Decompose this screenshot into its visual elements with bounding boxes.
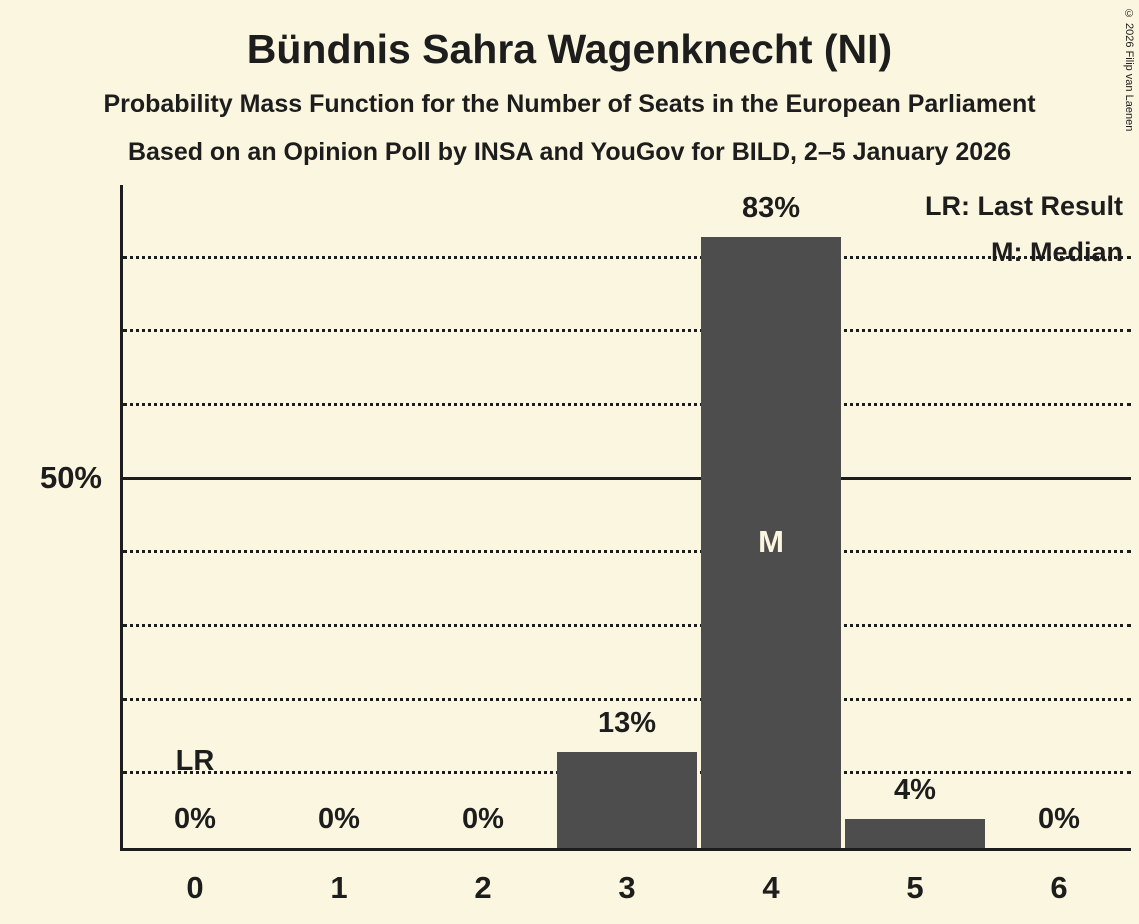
bar-slot-2: 0% 2 xyxy=(411,185,555,905)
bar-value-label-6: 0% xyxy=(1038,803,1080,835)
x-tick-label-4: 4 xyxy=(762,870,780,905)
copyright-notice: © 2026 Filip van Laenen xyxy=(1123,8,1135,132)
chart-source-line: Based on an Opinion Poll by INSA and You… xyxy=(127,138,1012,166)
gridline-dotted-30 xyxy=(123,624,1131,627)
gridline-dotted-20 xyxy=(123,697,1131,701)
gridline-solid-50 xyxy=(123,476,1131,480)
bar-3 xyxy=(557,752,697,848)
legend-median: M: Median xyxy=(991,237,1123,267)
bar-value-label-0: 0% xyxy=(174,803,216,835)
legend-last-result: LR: Last Result xyxy=(924,191,1123,221)
bar-slot-0: 0% LR 0 xyxy=(123,185,267,905)
x-tick-label-6: 6 xyxy=(1050,870,1068,905)
bar-slot-3: 13% 3 xyxy=(555,185,699,905)
bar-value-label-5: 4% xyxy=(894,773,936,806)
gridline-dotted-70 xyxy=(123,329,1131,333)
y-axis-label-50: 50% xyxy=(39,460,102,495)
bar-value-label-1: 0% xyxy=(318,803,360,835)
bar-value-label-2: 0% xyxy=(462,803,504,835)
gridline-dotted-40 xyxy=(123,550,1131,554)
gridline-dotted-80 xyxy=(123,255,1131,259)
bar-value-label-3: 13% xyxy=(597,707,657,740)
last-result-marker: LR xyxy=(175,745,215,777)
bar-slot-4: M 83% 4 xyxy=(699,185,843,905)
bar-slot-1: 0% 1 xyxy=(267,185,411,905)
bar-5 xyxy=(845,818,985,848)
median-marker: M xyxy=(758,524,784,560)
x-tick-label-5: 5 xyxy=(906,870,924,905)
chart-subtitle: Probability Mass Function for the Number… xyxy=(103,90,1036,118)
x-tick-label-1: 1 xyxy=(330,870,348,905)
bar-4: M xyxy=(701,236,841,848)
plot-area: 0% LR 0 0% 1 0% 2 13% 3 M 83% 4 4% 5 0% 6 xyxy=(120,185,1131,905)
gridline-dotted-60 xyxy=(123,403,1131,406)
x-tick-label-0: 0 xyxy=(186,870,204,905)
legend: LR: Last Result M: Median xyxy=(925,183,1123,275)
x-tick-label-2: 2 xyxy=(474,870,492,905)
bar-slot-6: 0% 6 xyxy=(987,185,1131,905)
x-tick-label-3: 3 xyxy=(618,870,636,905)
bar-value-label-4: 83% xyxy=(741,191,801,224)
page-title: Bündnis Sahra Wagenknecht (NI) xyxy=(246,26,893,72)
bar-slot-5: 4% 5 xyxy=(843,185,987,905)
